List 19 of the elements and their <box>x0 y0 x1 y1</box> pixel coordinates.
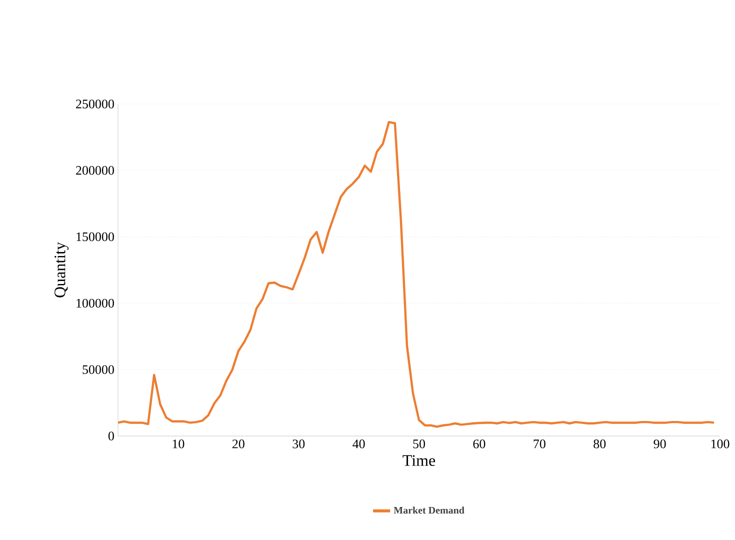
x-tick-label: 10 <box>172 440 184 448</box>
y-tick-label: 200000 <box>76 166 114 175</box>
y-axis-title: Quantity <box>54 242 69 298</box>
y-tick-label: 150000 <box>76 232 114 242</box>
legend-label: Market Demand <box>394 506 464 514</box>
x-tick-label: 60 <box>473 440 486 448</box>
x-tick-label: 40 <box>352 440 365 448</box>
y-tick-label: 100000 <box>76 298 114 308</box>
x-tick-label: 90 <box>654 440 666 448</box>
x-tick-label: 80 <box>594 440 606 448</box>
y-tick-label: 50000 <box>82 365 114 374</box>
x-tick-label: 50 <box>413 440 426 448</box>
x-axis-title: Time <box>402 455 436 466</box>
x-tick-label: 100 <box>711 440 730 448</box>
x-tick-label: 70 <box>534 440 546 448</box>
y-tick-label: 250000 <box>76 100 114 108</box>
x-tick-label: 30 <box>292 440 305 448</box>
x-tick-label: 20 <box>232 440 244 448</box>
y-tick-label: 0 <box>108 432 114 440</box>
